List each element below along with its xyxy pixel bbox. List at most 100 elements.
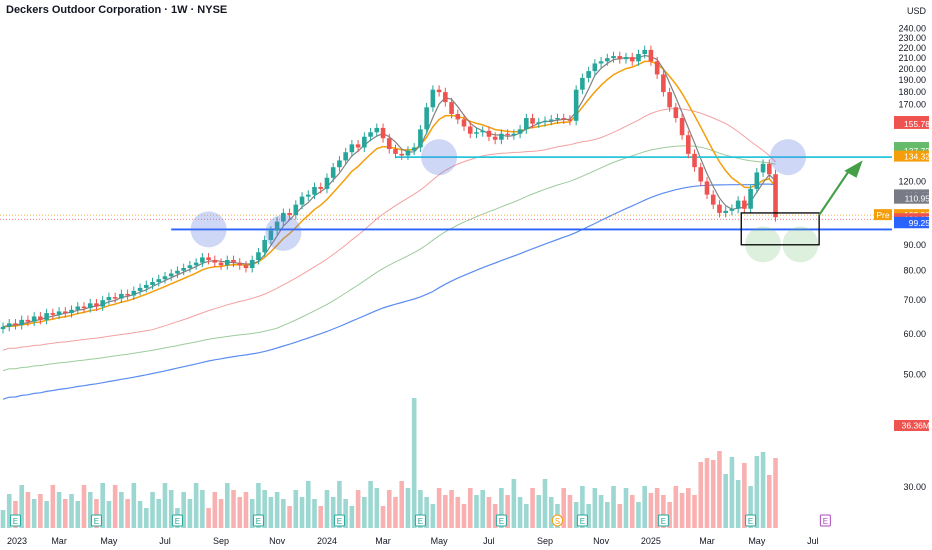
candle-body	[629, 57, 635, 62]
event-label: E	[661, 517, 666, 526]
volume-bar	[125, 499, 130, 528]
candle-body	[424, 107, 429, 130]
price-tick-label: 90.00	[903, 240, 926, 250]
candle-body	[667, 92, 672, 108]
time-tick-label: Mar	[51, 536, 67, 546]
volume-bar	[449, 490, 454, 528]
candle	[380, 123, 386, 143]
candle-body	[486, 130, 492, 137]
candle-body	[131, 290, 137, 296]
volume-bar	[143, 508, 149, 528]
volume-bar	[467, 488, 473, 528]
volume-bar	[430, 504, 436, 528]
price-tick-label: 190.00	[898, 75, 926, 85]
candle	[231, 255, 236, 268]
candle-body	[567, 119, 573, 121]
event-marker: E	[333, 514, 345, 527]
volume-bar	[511, 479, 517, 528]
volume-bar	[162, 483, 168, 528]
candle	[474, 127, 479, 139]
candle	[268, 226, 274, 245]
candle-body	[193, 262, 199, 266]
volume-bar	[318, 506, 324, 528]
event-badge	[252, 514, 264, 527]
volume-bar	[443, 495, 448, 528]
candle	[748, 184, 753, 214]
event-badge	[9, 514, 21, 527]
volume-bar	[0, 510, 6, 528]
volume-bar	[193, 483, 199, 528]
candle	[112, 292, 118, 304]
candle-body	[243, 265, 249, 268]
candle	[480, 126, 486, 137]
candle-body	[748, 188, 753, 209]
price-tag-bg	[894, 117, 929, 129]
volume-bar	[305, 481, 311, 528]
candle-body	[548, 119, 554, 121]
volume-bar	[754, 456, 760, 528]
volume-bar	[399, 481, 405, 528]
candle-body	[187, 265, 193, 268]
volume-bar	[673, 486, 679, 528]
volume-bar	[611, 486, 616, 528]
candle	[343, 147, 348, 165]
volume-bar	[343, 499, 348, 528]
volume-bar	[636, 502, 641, 528]
volume-tag-bg	[894, 420, 929, 431]
candle	[511, 129, 517, 140]
event-marker: E	[90, 514, 102, 527]
volume-bar	[355, 490, 361, 528]
event-badge	[171, 514, 183, 527]
event-label: E	[337, 517, 342, 526]
volume-bar	[411, 398, 417, 528]
candle-body	[636, 53, 641, 62]
candle	[131, 286, 137, 300]
candle-body	[461, 119, 467, 127]
price-tag: 134.32	[894, 150, 930, 162]
volume-bar	[349, 506, 355, 528]
candles	[0, 45, 778, 334]
volume-bar	[19, 485, 24, 528]
candle-body	[617, 56, 623, 60]
candle-body	[517, 129, 523, 134]
candle	[617, 51, 623, 64]
price-tag: 155.78	[894, 117, 930, 129]
volume-bar	[224, 483, 230, 528]
volume-bar	[617, 504, 623, 528]
volume-bar	[455, 497, 461, 528]
rebound-arrow-shaft	[818, 168, 852, 216]
candle	[592, 59, 598, 76]
volume-bar	[256, 483, 261, 528]
price-tick-label: 200.00	[898, 64, 926, 74]
candle-body	[81, 306, 87, 309]
candle-body	[692, 153, 697, 168]
highlight-circle	[769, 139, 806, 176]
candle	[679, 113, 685, 140]
candle	[654, 56, 660, 79]
candle-body	[374, 127, 380, 133]
candle	[374, 123, 380, 137]
volume-bar	[218, 499, 224, 528]
candle	[175, 266, 180, 278]
price-tag: 99.25	[894, 217, 930, 229]
candle	[455, 109, 461, 124]
candle	[324, 173, 330, 194]
candle-body	[524, 118, 529, 130]
volume-bar	[156, 499, 162, 528]
candle-body	[100, 300, 105, 307]
candle-body	[224, 259, 230, 266]
volume-bar	[119, 492, 124, 528]
candle-body	[305, 194, 311, 197]
candle-body	[760, 163, 766, 173]
candle-body	[125, 293, 130, 296]
candle	[492, 132, 498, 145]
candle-body	[349, 144, 355, 153]
candle-body	[536, 122, 542, 124]
candle-body	[555, 118, 560, 120]
price-tick-label: 240.00	[898, 24, 926, 34]
volume-bar	[486, 497, 492, 528]
candle-body	[505, 133, 510, 136]
highlight-circle	[265, 214, 302, 251]
volume-bar	[131, 483, 137, 528]
